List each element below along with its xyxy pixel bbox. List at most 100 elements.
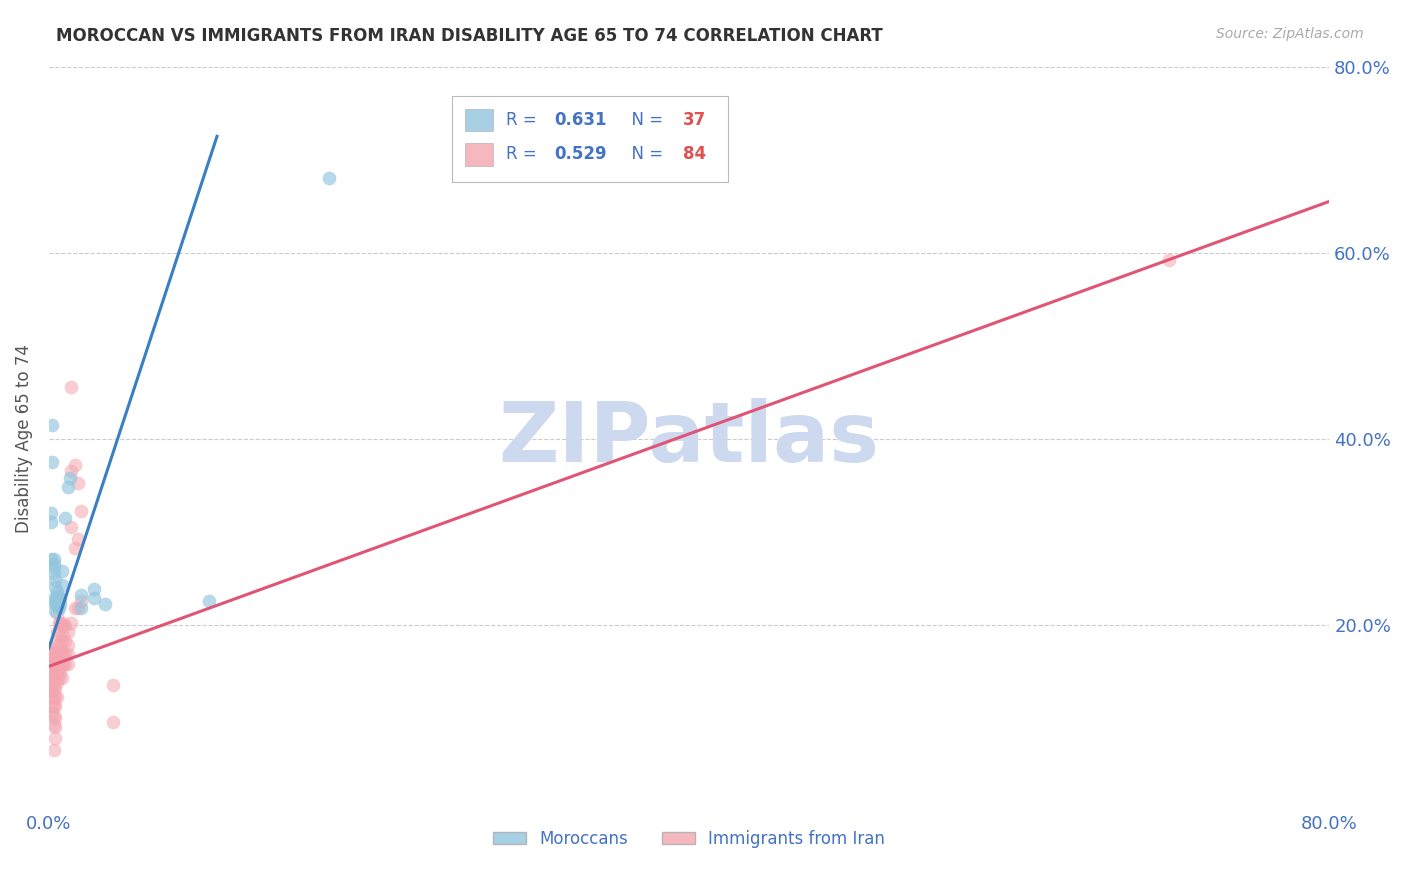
Point [42,690,65,704]
Point [198,594,221,608]
Point [66,600,89,615]
Point [46,597,69,611]
Point [42,718,65,732]
Point [49,615,72,630]
Point [46,591,69,606]
Point [41,665,63,680]
Y-axis label: Disability Age 65 to 74: Disability Age 65 to 74 [15,344,32,533]
Point [42,657,65,671]
FancyBboxPatch shape [453,96,727,182]
Point [53,510,76,524]
Point [52,629,75,643]
Point [70,594,93,608]
Text: 0.529: 0.529 [555,145,607,163]
Point [39,640,62,655]
Point [42,708,65,723]
Point [53,634,76,648]
Point [44,580,66,594]
Point [49,665,72,680]
Point [42,594,65,608]
Point [48,615,70,630]
Text: N =: N = [621,145,669,163]
Point [53,647,76,661]
Point [83,591,105,606]
Point [318,171,340,186]
Bar [465,144,494,166]
Point [41,706,63,720]
Point [42,647,65,661]
Point [39,684,62,698]
Point [42,699,65,714]
Point [94,597,117,611]
Point [60,520,83,534]
Point [42,672,65,686]
Text: N =: N = [621,112,669,129]
Point [53,619,76,633]
Text: MOROCCAN VS IMMIGRANTS FROM IRAN DISABILITY AGE 65 TO 74 CORRELATION CHART: MOROCCAN VS IMMIGRANTS FROM IRAN DISABIL… [56,27,883,45]
Point [56,624,79,639]
Point [44,710,66,724]
Point [60,464,83,478]
Point [63,458,86,472]
Point [44,731,66,745]
Point [44,653,66,667]
Point [101,715,124,730]
Point [56,638,79,652]
Text: 0.631: 0.631 [555,112,607,129]
Text: Source: ZipAtlas.com: Source: ZipAtlas.com [1216,27,1364,41]
Point [41,653,63,667]
Point [48,653,70,667]
Point [46,585,69,599]
Point [42,560,65,574]
Point [44,590,66,604]
Point [48,672,70,686]
Point [51,634,73,648]
Point [41,417,63,432]
Point [48,629,70,643]
Point [51,564,73,578]
Point [63,600,86,615]
Point [1159,252,1181,267]
Point [41,455,63,469]
Point [66,476,89,491]
Point [70,504,93,518]
Point [60,615,83,630]
Point [44,681,66,695]
Point [48,590,70,604]
Point [48,643,70,657]
Point [41,680,63,694]
Point [46,657,69,671]
Point [46,647,69,661]
Point [41,647,63,661]
Point [42,662,65,676]
Point [51,647,73,661]
Point [42,557,65,571]
Point [53,657,76,671]
Point [56,657,79,671]
Point [63,541,86,556]
Point [44,690,66,704]
Point [39,668,62,682]
Point [46,607,69,621]
Point [48,594,70,608]
Point [46,599,69,613]
Point [48,662,70,676]
Text: 84: 84 [683,145,706,163]
Point [39,645,62,659]
Text: 37: 37 [683,112,706,129]
Point [56,480,79,494]
Point [44,699,66,714]
Point [46,690,69,704]
Point [42,552,65,566]
Point [101,678,124,692]
Point [44,657,66,671]
Point [46,594,69,608]
Text: R =: R = [506,112,543,129]
Point [49,638,72,652]
Point [66,532,89,546]
Point [39,678,62,692]
Point [39,515,62,529]
Point [44,672,66,686]
Point [46,624,69,639]
Point [52,615,75,630]
